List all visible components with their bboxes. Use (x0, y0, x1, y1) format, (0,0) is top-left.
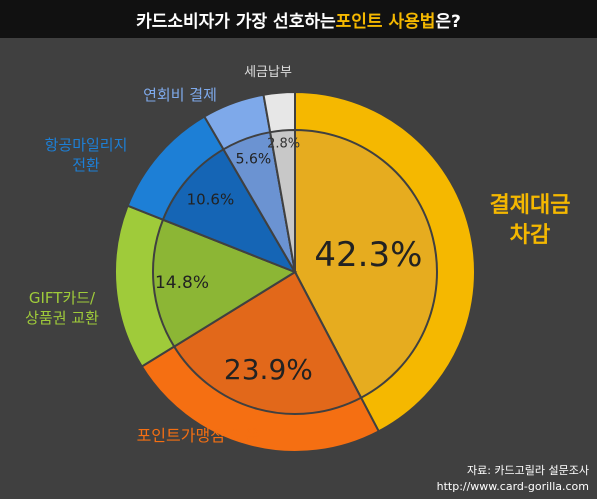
source-line-1: 자료: 카드고릴라 설문조사 (466, 464, 589, 477)
pie-slices (114, 90, 476, 453)
value-label-결제대금-차감: 42.3% (314, 235, 422, 275)
title-highlight: 포인트 사용법 (335, 11, 436, 32)
slice-inner-결제대금-차감 (294, 128, 438, 400)
category-label-line: 연회비 결제 (143, 86, 217, 104)
category-label-line: 차감 (510, 223, 550, 248)
slice-inner-항공마일리지-전환 (161, 147, 298, 274)
slice-inner-gift카드-상품권-교환 (152, 218, 298, 348)
category-label-연회비-결제: 연회비 결제 (143, 86, 217, 104)
category-label-gift카드-상품권-교환: GIFT카드/상품권 교환 (25, 289, 99, 327)
source-note: 자료: 카드고릴라 설문조사 http://www.card-gorilla.c… (437, 463, 589, 495)
value-label-포인트가맹점-이용: 23.9% (224, 353, 313, 386)
value-label-항공마일리지-전환: 10.6% (187, 191, 235, 209)
slice-inner-세금납부 (268, 128, 296, 273)
category-label-세금납부: 세금납부 (244, 65, 292, 80)
category-label-line: 세금납부 (244, 65, 292, 80)
category-label-포인트가맹점-이용: 포인트가맹점 이용 (137, 426, 260, 445)
title-suffix: 은? (435, 11, 461, 32)
title-prefix: 카드소비자가 가장 선호하는 (136, 11, 336, 32)
slice-inner-포인트가맹점-이용 (172, 270, 363, 415)
category-label-line: 항공마일리지 (45, 136, 128, 154)
value-label-세금납부: 2.8% (267, 137, 300, 152)
value-label-연회비-결제: 5.6% (236, 152, 272, 168)
value-label-gift카드-상품권-교환: 14.8% (155, 273, 209, 293)
source-url: http://www.card-gorilla.com (436, 480, 589, 493)
chart-title: 카드소비자가 가장 선호하는 포인트 사용법 은? (0, 0, 597, 38)
category-label-line: 전환 (72, 156, 100, 174)
category-label-line: 결제대금 (490, 193, 571, 218)
category-label-line: 상품권 교환 (25, 309, 99, 327)
category-label-line: GIFT카드/ (29, 289, 96, 307)
category-label-line: 포인트가맹점 이용 (137, 426, 260, 445)
